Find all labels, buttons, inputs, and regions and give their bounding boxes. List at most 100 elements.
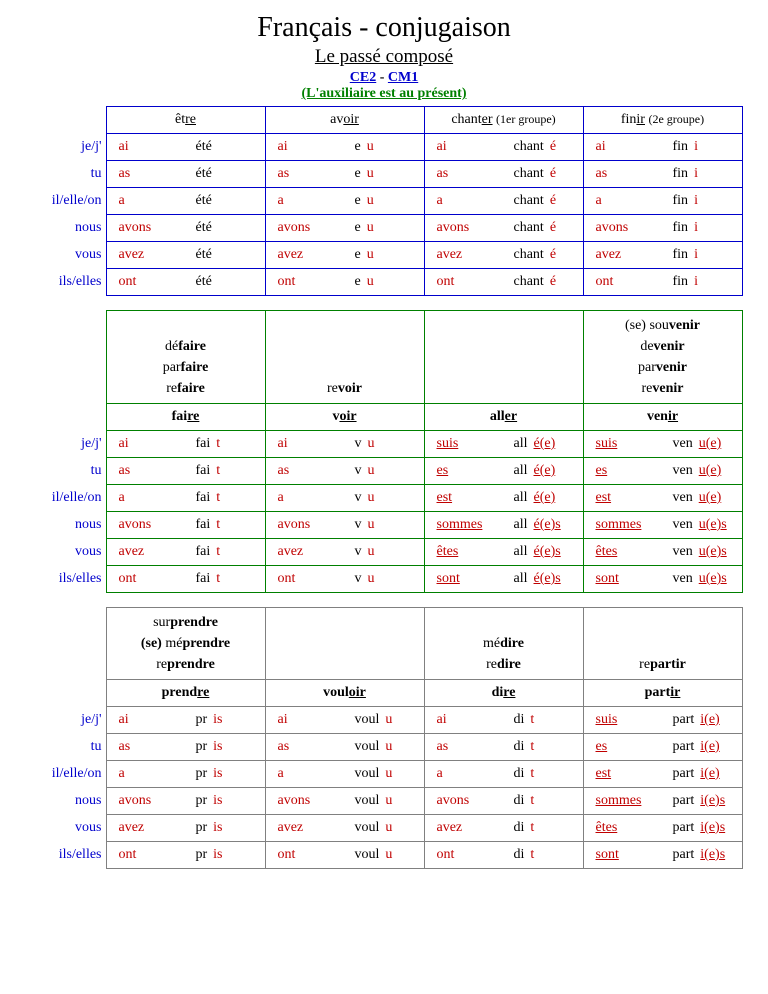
verb-header: être	[106, 107, 265, 134]
conjugation-cell: avonsfait	[106, 512, 265, 539]
conjugation-cell: aspris	[106, 734, 265, 761]
conjugation-cell: avu	[265, 485, 424, 512]
compound-header: (se) souvenirdevenirparvenirrevenir	[583, 311, 742, 404]
conjugation-cell: suisvenu(e)	[583, 431, 742, 458]
pronoun-cell: ils/elles	[26, 269, 107, 296]
conjugation-cell: esparti(e)	[583, 734, 742, 761]
pronoun-cell: vous	[26, 539, 107, 566]
conjugation-cell: avonsété	[106, 215, 265, 242]
subtitle-note: (L'auxiliaire est au présent)	[0, 86, 768, 102]
base-verb-header: faire	[106, 404, 265, 431]
base-verb-header: voir	[265, 404, 424, 431]
conjugation-cell: esallé(e)	[424, 458, 583, 485]
conjugation-cell: sontallé(e)s	[424, 566, 583, 593]
conjugation-cell: ontchanté	[424, 269, 583, 296]
conjugation-cell: sontvenu(e)s	[583, 566, 742, 593]
conjugation-cell: afait	[106, 485, 265, 512]
conjugation-cell: asvoulu	[265, 734, 424, 761]
conjugation-cell: estvenu(e)	[583, 485, 742, 512]
conjugation-cell: avezfini	[583, 242, 742, 269]
conjugation-cell: apris	[106, 761, 265, 788]
conjugation-cell: aidit	[424, 707, 583, 734]
subtitle-level: CE2 - CM1	[0, 70, 768, 86]
compound-header	[265, 608, 424, 680]
link-cm1[interactable]: CM1	[388, 70, 418, 85]
conjugation-cell: aifini	[583, 134, 742, 161]
conjugation-cell: êtesvenu(e)s	[583, 539, 742, 566]
pronoun-cell: nous	[26, 512, 107, 539]
conjugation-cell: avezété	[106, 242, 265, 269]
conjugation-cell: aipris	[106, 707, 265, 734]
pronoun-cell: tu	[26, 734, 107, 761]
conjugation-cell: onteu	[265, 269, 424, 296]
conjugation-cell: aiété	[106, 134, 265, 161]
conjugation-cell: avezchanté	[424, 242, 583, 269]
conjugation-cell: avonschanté	[424, 215, 583, 242]
pronoun-cell: ils/elles	[26, 842, 107, 869]
conjugation-cell: aschanté	[424, 161, 583, 188]
base-verb-header: dire	[424, 680, 583, 707]
conjugation-cell: avezpris	[106, 815, 265, 842]
base-verb-header: venir	[583, 404, 742, 431]
pronoun-cell: il/elle/on	[26, 485, 107, 512]
conjugation-cell: aseu	[265, 161, 424, 188]
conjugation-cell: ontvu	[265, 566, 424, 593]
conjugation-cell: avezvoulu	[265, 815, 424, 842]
subtitle-tense: Le passé composé	[0, 46, 768, 68]
conjugation-cell: ontdit	[424, 842, 583, 869]
conjugation-cell: sontparti(e)s	[583, 842, 742, 869]
conjugation-table: êtreavoirchanter (1er groupe)finir (2e g…	[26, 106, 743, 296]
conjugation-cell: avonsvoulu	[265, 788, 424, 815]
conjugation-cell: ontvoulu	[265, 842, 424, 869]
pronoun-cell: vous	[26, 242, 107, 269]
conjugation-cell: ontété	[106, 269, 265, 296]
pronoun-cell: nous	[26, 215, 107, 242]
conjugation-cell: asvu	[265, 458, 424, 485]
conjugation-cell: achanté	[424, 188, 583, 215]
conjugation-cell: aivoulu	[265, 707, 424, 734]
conjugation-cell: avonseu	[265, 215, 424, 242]
pronoun-cell: il/elle/on	[26, 188, 107, 215]
pronoun-cell: tu	[26, 458, 107, 485]
conjugation-cell: asfini	[583, 161, 742, 188]
conjugation-cell: asété	[106, 161, 265, 188]
conjugation-cell: sommesvenu(e)s	[583, 512, 742, 539]
conjugation-cell: estallé(e)	[424, 485, 583, 512]
compound-header	[424, 311, 583, 404]
conjugation-cell: avezfait	[106, 539, 265, 566]
base-verb-header: aller	[424, 404, 583, 431]
conjugation-cell: avezeu	[265, 242, 424, 269]
conjugation-cell: estparti(e)	[583, 761, 742, 788]
pronoun-cell: je/j'	[26, 431, 107, 458]
compound-header: revoir	[265, 311, 424, 404]
conjugation-cell: asdit	[424, 734, 583, 761]
page-title: Français - conjugaison	[0, 12, 768, 44]
conjugation-cell: avonsfini	[583, 215, 742, 242]
pronoun-cell: il/elle/on	[26, 761, 107, 788]
pronoun-cell: nous	[26, 788, 107, 815]
conjugation-table: surprendre(se) méprendrereprendre médire…	[26, 607, 743, 869]
conjugation-cell: aieu	[265, 134, 424, 161]
conjugation-cell: êtesparti(e)s	[583, 815, 742, 842]
pronoun-cell: tu	[26, 161, 107, 188]
conjugation-cell: avonsvu	[265, 512, 424, 539]
conjugation-cell: avezdit	[424, 815, 583, 842]
conjugation-cell: sommesparti(e)s	[583, 788, 742, 815]
conjugation-cell: avonspris	[106, 788, 265, 815]
conjugation-cell: ontpris	[106, 842, 265, 869]
conjugation-cell: avoulu	[265, 761, 424, 788]
conjugation-cell: aichanté	[424, 134, 583, 161]
compound-header: repartir	[583, 608, 742, 680]
conjugation-cell: aété	[106, 188, 265, 215]
conjugation-cell: adit	[424, 761, 583, 788]
pronoun-cell: vous	[26, 815, 107, 842]
conjugation-cell: asfait	[106, 458, 265, 485]
link-ce2[interactable]: CE2	[350, 70, 376, 85]
verb-header: avoir	[265, 107, 424, 134]
base-verb-header: prendre	[106, 680, 265, 707]
conjugation-cell: aeu	[265, 188, 424, 215]
base-verb-header: partir	[583, 680, 742, 707]
verb-header: finir (2e groupe)	[583, 107, 742, 134]
compound-header: médireredire	[424, 608, 583, 680]
conjugation-cell: esvenu(e)	[583, 458, 742, 485]
